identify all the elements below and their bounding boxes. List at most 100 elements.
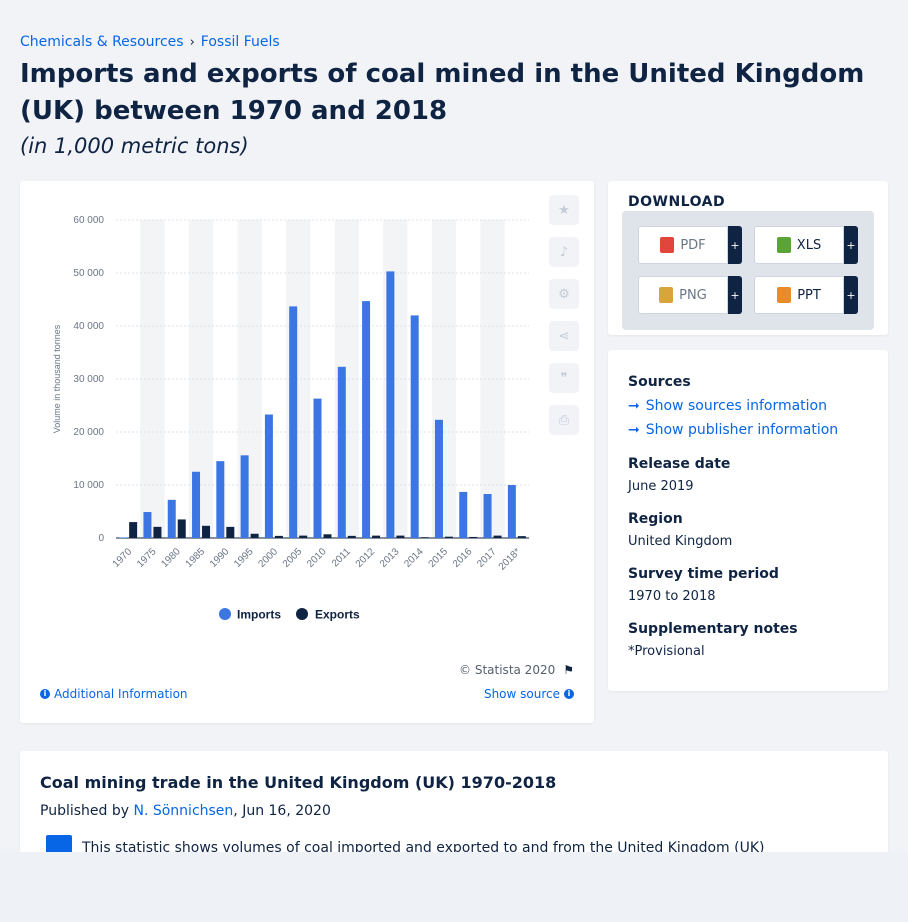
download-panel: PDF + XLS + PNG + PPT + — [622, 211, 874, 330]
bar-imports-2010[interactable] — [313, 398, 322, 538]
x-tick-label: 2018* — [497, 546, 523, 572]
download-title: DOWNLOAD — [628, 194, 726, 210]
legend-exports-marker — [296, 608, 308, 620]
y-tick-label: 30 000 — [73, 374, 104, 385]
download-ppt-plus[interactable]: + — [844, 276, 858, 314]
bar-imports-1980[interactable] — [167, 499, 176, 538]
notification-button[interactable]: ♪ — [549, 237, 579, 267]
share-button[interactable]: ⋖ — [549, 321, 579, 351]
download-pdf-plus[interactable]: + — [728, 226, 742, 264]
region-value: United Kingdom — [628, 534, 733, 549]
breadcrumb-link-fossil-fuels[interactable]: Fossil Fuels — [200, 34, 280, 50]
download-png-plus[interactable]: + — [728, 276, 742, 314]
arrow-right-icon: ➞ — [628, 398, 640, 414]
legend-exports-label[interactable]: Exports — [315, 608, 360, 622]
author-link[interactable]: N. Sönnichsen — [133, 803, 234, 819]
bar-imports-1985[interactable] — [192, 471, 201, 538]
breadcrumb-separator: › — [189, 34, 195, 50]
bar-imports-2018*[interactable] — [507, 485, 516, 538]
statistic-details-card: Sources ➞ Show sources information ➞ Sho… — [608, 350, 888, 691]
download-xls-plus[interactable]: + — [844, 226, 858, 264]
bar-imports-2012[interactable] — [362, 301, 371, 538]
bar-exports-1990[interactable] — [226, 526, 235, 538]
bar-exports-2016[interactable] — [469, 536, 478, 538]
quote-icon: ❞ — [560, 370, 568, 386]
bell-icon: ♪ — [559, 244, 569, 260]
legend-imports-marker — [219, 608, 231, 620]
bar-imports-1970[interactable] — [119, 537, 128, 538]
download-ppt-button[interactable]: PPT + — [754, 276, 858, 314]
download-pdf-button[interactable]: PDF + — [638, 226, 742, 264]
show-sources-link[interactable]: ➞ Show sources information — [628, 398, 827, 414]
download-xls-button[interactable]: XLS + — [754, 226, 858, 264]
published-by: Published by N. Sönnichsen, Jun 16, 2020 — [40, 803, 331, 819]
bar-imports-1990[interactable] — [216, 461, 225, 538]
bar-imports-1995[interactable] — [240, 455, 249, 538]
bar-exports-1985[interactable] — [202, 525, 211, 538]
printer-icon: ⎙ — [558, 412, 570, 428]
bar-exports-2015[interactable] — [444, 536, 453, 538]
bar-imports-2016[interactable] — [459, 491, 468, 538]
legend-imports-label[interactable]: Imports — [237, 608, 281, 622]
bar-imports-2017[interactable] — [483, 494, 492, 538]
y-tick-label: 0 — [98, 533, 104, 544]
cite-button[interactable]: ❞ — [549, 363, 579, 393]
download-card: DOWNLOAD PDF + XLS + PNG + — [608, 181, 888, 335]
print-button[interactable]: ⎙ — [549, 405, 579, 435]
ppt-file-icon — [777, 287, 792, 303]
share-icon: ⋖ — [558, 328, 570, 344]
pdf-file-icon — [660, 237, 675, 253]
bar-exports-1980[interactable] — [177, 519, 186, 538]
show-publisher-label: Show publisher information — [645, 422, 839, 438]
x-tick-label: 2011 — [330, 546, 353, 569]
bar-exports-2000[interactable] — [274, 535, 283, 538]
published-date: , Jun 16, 2020 — [233, 803, 331, 819]
bar-imports-2005[interactable] — [289, 306, 298, 538]
bar-imports-2014[interactable] — [410, 315, 419, 538]
additional-information-link[interactable]: i Additional Information — [40, 687, 188, 701]
download-pdf-label: PDF — [680, 237, 706, 253]
bar-exports-2017[interactable] — [493, 535, 502, 538]
region-heading: Region — [628, 511, 683, 527]
breadcrumb: Chemicals & Resources › Fossil Fuels — [20, 34, 280, 50]
bar-exports-2010[interactable] — [323, 534, 332, 538]
y-tick-label: 20 000 — [73, 427, 104, 438]
chart-card: 1970 1975 1980 1985 1990 1995 2000 2005 2010 2011… — [20, 181, 594, 723]
download-png-button[interactable]: PNG + — [638, 276, 742, 314]
bar-exports-1995[interactable] — [250, 533, 259, 538]
bar-exports-2011[interactable] — [347, 535, 356, 538]
supplementary-notes-value: *Provisional — [628, 644, 705, 659]
bar-exports-1970[interactable] — [129, 522, 138, 538]
bar-imports-2015[interactable] — [434, 419, 443, 538]
download-png-label: PNG — [679, 287, 707, 303]
x-tick-label: 2015 — [427, 546, 451, 570]
page-header: Chemicals & Resources › Fossil Fuels Imp… — [0, 0, 908, 180]
show-source-link[interactable]: Show source i — [484, 687, 574, 701]
star-icon: ★ — [558, 202, 570, 218]
release-date-value: June 2019 — [628, 479, 694, 494]
favorite-star-button[interactable]: ★ — [549, 195, 579, 225]
flag-icon[interactable]: ⚑ — [563, 663, 574, 677]
bar-exports-2012[interactable] — [372, 535, 381, 538]
show-publisher-link[interactable]: ➞ Show publisher information — [628, 422, 838, 438]
bar-imports-2011[interactable] — [337, 366, 346, 538]
settings-button[interactable]: ⚙ — [549, 279, 579, 309]
x-tick-label: 1970 — [111, 546, 135, 570]
x-tick-label: 1995 — [232, 546, 256, 570]
breadcrumb-link-chemicals[interactable]: Chemicals & Resources — [20, 34, 184, 50]
info-icon: i — [40, 689, 50, 699]
bar-exports-2013[interactable] — [396, 535, 405, 538]
bar-exports-2014[interactable] — [420, 537, 429, 538]
bar-exports-1975[interactable] — [153, 526, 162, 538]
bar-imports-2000[interactable] — [264, 414, 273, 538]
bar-exports-2005[interactable] — [299, 535, 308, 538]
bar-exports-2018*[interactable] — [517, 536, 526, 538]
bar-imports-2013[interactable] — [386, 271, 395, 538]
x-tick-label: 1990 — [208, 546, 232, 570]
bar-imports-1975[interactable] — [143, 512, 152, 538]
survey-period-heading: Survey time period — [628, 566, 779, 582]
x-tick-label: 2000 — [257, 546, 281, 570]
xls-file-icon — [776, 237, 791, 253]
x-tick-label: 2013 — [378, 546, 402, 570]
x-tick-label: 1985 — [184, 546, 208, 570]
